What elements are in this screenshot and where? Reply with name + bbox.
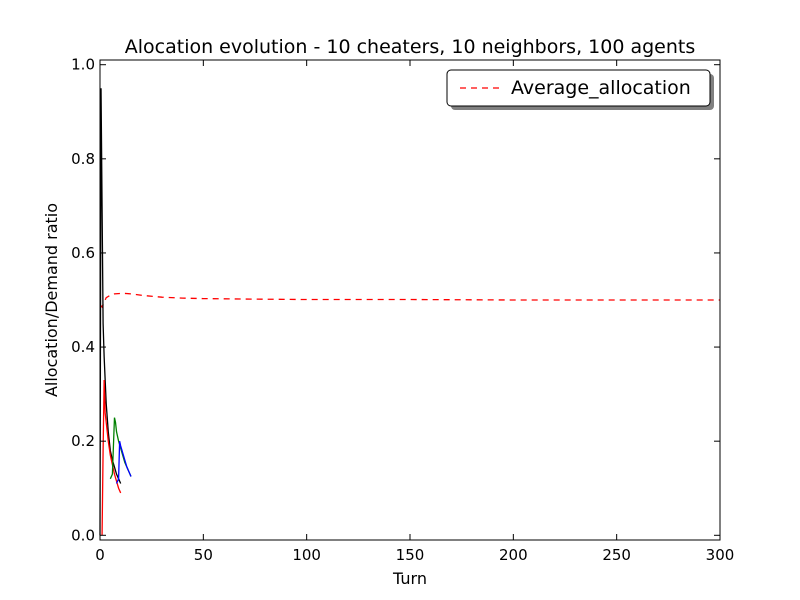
x-tick-label: 200 <box>499 546 528 564</box>
x-tick-label: 100 <box>292 546 321 564</box>
x-tick-label: 0 <box>95 546 105 564</box>
legend-box <box>446 69 711 107</box>
y-tick-label: 0.4 <box>71 338 95 356</box>
y-tick-label: 0.0 <box>71 526 95 544</box>
chart-title: Alocation evolution - 10 cheaters, 10 ne… <box>125 36 696 58</box>
plot-frame <box>99 59 721 541</box>
legend: Average_allocation <box>446 69 714 110</box>
x-tick-label: 300 <box>706 546 735 564</box>
x-tick-label: 250 <box>602 546 631 564</box>
y-tick-label: 0.8 <box>71 150 95 168</box>
y-tick-label: 0.6 <box>71 244 95 262</box>
plot-background <box>100 60 720 540</box>
series-layer <box>99 88 720 536</box>
series-line-1 <box>99 88 122 536</box>
x-tick-label: 50 <box>194 546 213 564</box>
y-tick-label: 1.0 <box>71 56 95 74</box>
series-line-average-allocation <box>99 292 720 309</box>
legend-label-average-allocation: Average_allocation <box>511 77 691 99</box>
ticks-layer: 0 50 100 150 200 250 300 0.0 0.2 0.4 0.6 0.8 1.0 <box>71 56 734 564</box>
series-line-4 <box>115 441 132 484</box>
y-axis-label: Allocation/Demand ratio <box>42 203 61 397</box>
x-axis-label: Turn <box>392 569 427 588</box>
y-tick-label: 0.2 <box>71 432 95 450</box>
x-tick-label: 150 <box>396 546 425 564</box>
